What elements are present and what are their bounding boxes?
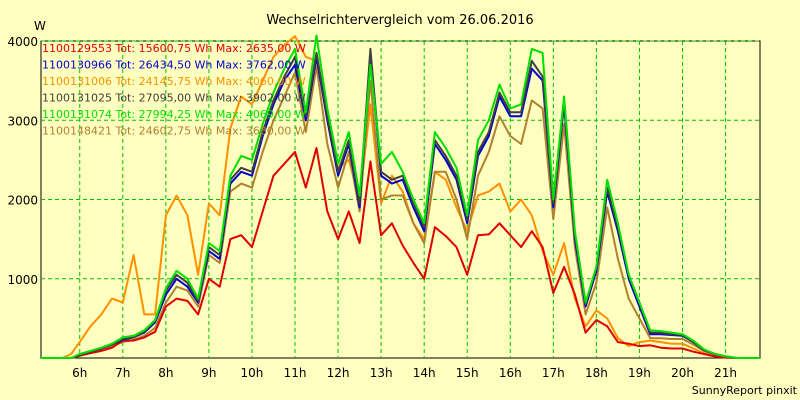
y-axis-unit: W [34, 19, 46, 33]
x-tick-label: 15h [456, 366, 479, 380]
x-tick-label: 10h [241, 366, 264, 380]
plot-area: 1100129553 Tot: 15600,75 Wh Max: 2635,00… [40, 34, 761, 359]
x-tick-label: 12h [327, 366, 350, 380]
y-tick-label: 3000 [7, 114, 38, 128]
series-line-1100131074 [41, 34, 760, 359]
y-axis: 1000 2000 3000 4000 [7, 35, 38, 287]
series-line-1100130966 [41, 51, 760, 359]
legend: 1100129553 Tot: 15600,75 Wh Max: 2635,00… [42, 42, 306, 138]
x-tick-label: 7h [115, 366, 130, 380]
legend-entry: 1100131074 Tot: 27994,25 Wh Max: 4069,00… [42, 108, 306, 121]
legend-entry: 1100129553 Tot: 15600,75 Wh Max: 2635,00… [42, 42, 306, 55]
gridlines [41, 40, 760, 358]
x-tick-label: 6h [72, 366, 87, 380]
x-tick-label: 21h [714, 366, 737, 380]
x-tick-label: 16h [499, 366, 522, 380]
x-tick-label: 20h [671, 366, 694, 380]
x-tick-label: 9h [201, 366, 216, 380]
x-tick-label: 14h [413, 366, 436, 380]
x-tick-label: 18h [585, 366, 608, 380]
x-tick-label: 8h [158, 366, 173, 380]
x-tick-label: 17h [542, 366, 565, 380]
credit-label: SunnyReport pinxit [692, 384, 798, 397]
series-line-1100148421 [41, 65, 760, 359]
legend-entry: 1100131006 Tot: 24145,75 Wh Max: 4060,00… [42, 75, 306, 88]
x-axis: 6h 7h 8h 9h 10h 11h 12h 13h 14h 15h 16h 17h 18h 19h 20… [72, 366, 737, 380]
y-tick-label: 2000 [7, 194, 38, 208]
x-tick-label: 19h [628, 366, 651, 380]
x-tick-label: 13h [370, 366, 393, 380]
series-lines [41, 34, 760, 359]
series-line-1100131006 [41, 35, 760, 359]
legend-entry: 1100148421 Tot: 24602,75 Wh Max: 3680,00… [42, 125, 306, 138]
chart-title: Wechselrichtervergleich vom 26.06.2016 [266, 13, 533, 28]
legend-entry: 1100131025 Tot: 27095,00 Wh Max: 3902,00… [42, 92, 306, 105]
series-line-1100129553 [41, 147, 760, 359]
y-tick-label: 1000 [7, 273, 38, 287]
legend-entry: 1100130966 Tot: 26434,50 Wh Max: 3762,00… [42, 59, 306, 72]
y-tick-label: 4000 [7, 35, 38, 49]
x-tick-label: 11h [284, 366, 307, 380]
